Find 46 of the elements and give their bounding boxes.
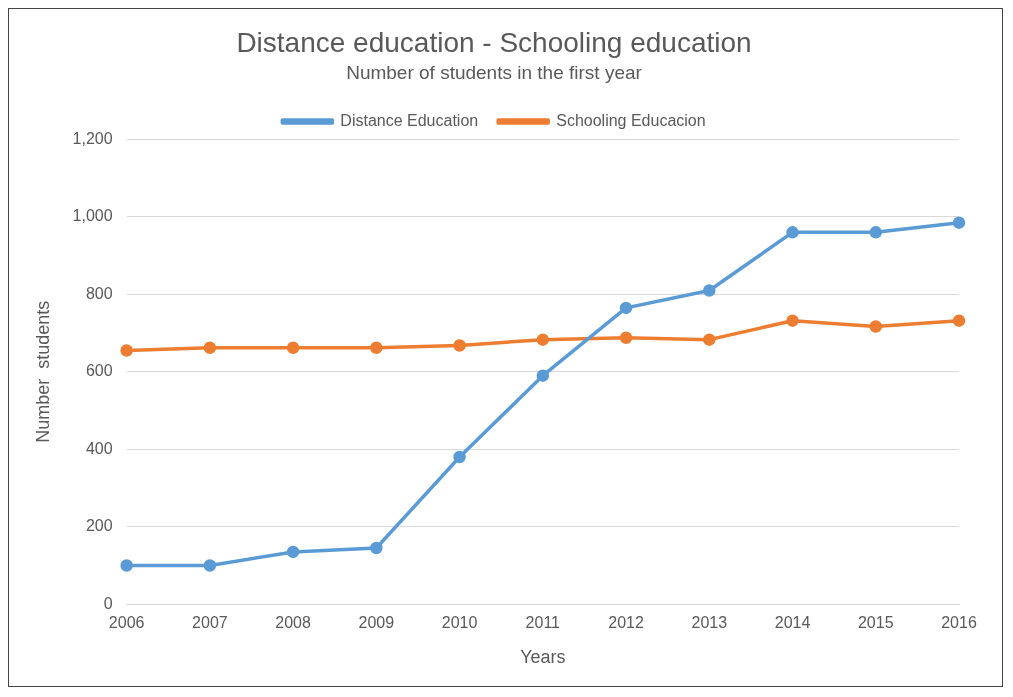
point [370,541,383,555]
x-tick-label: 2015 [857,614,894,632]
x-tick-label: 2009 [358,614,395,632]
x-tick-label: 2006 [108,614,145,632]
x-tick-label: 2010 [441,614,478,632]
point [536,369,550,382]
point [286,341,300,355]
point [786,314,799,327]
point [952,314,966,327]
y-axis-title: Number students [32,300,53,443]
x-tick-label: 2013 [691,614,728,632]
point [203,559,217,572]
point [619,331,633,344]
x-tick-label: 2007 [192,614,228,632]
y-tick-label: 0 [103,594,113,612]
point [869,320,883,333]
point [453,450,466,464]
point [952,216,966,229]
point [203,341,217,355]
legend-label: Schooling Educacion [556,111,706,129]
y-tick-label: 600 [85,362,113,380]
y-tick-label: 800 [85,284,113,302]
point [703,333,716,346]
point [120,559,133,572]
y-tick-label: 1,200 [72,129,113,147]
y-tick-label: 400 [85,439,113,457]
point [453,339,466,352]
y-tick-label: 200 [85,517,113,535]
point [869,226,883,239]
x-tick-label: 2012 [608,614,644,632]
chart-title: Distance education - Schooling education [236,26,752,58]
x-tick-label: 2016 [941,614,977,632]
point [786,226,799,239]
point [370,341,383,355]
x-tick-label: 2014 [774,614,811,632]
x-tick-label: 2011 [525,614,561,632]
point [286,545,300,559]
point [536,333,550,346]
legend-label: Distance Education [340,111,479,129]
point [619,301,633,315]
point [703,284,716,297]
x-tick-label: 2008 [275,614,312,632]
point [120,344,133,357]
x-axis-title: Years [520,647,566,668]
y-tick-label: 1,000 [72,207,113,225]
chart-subtitle: Number of students in the first year [346,62,643,84]
